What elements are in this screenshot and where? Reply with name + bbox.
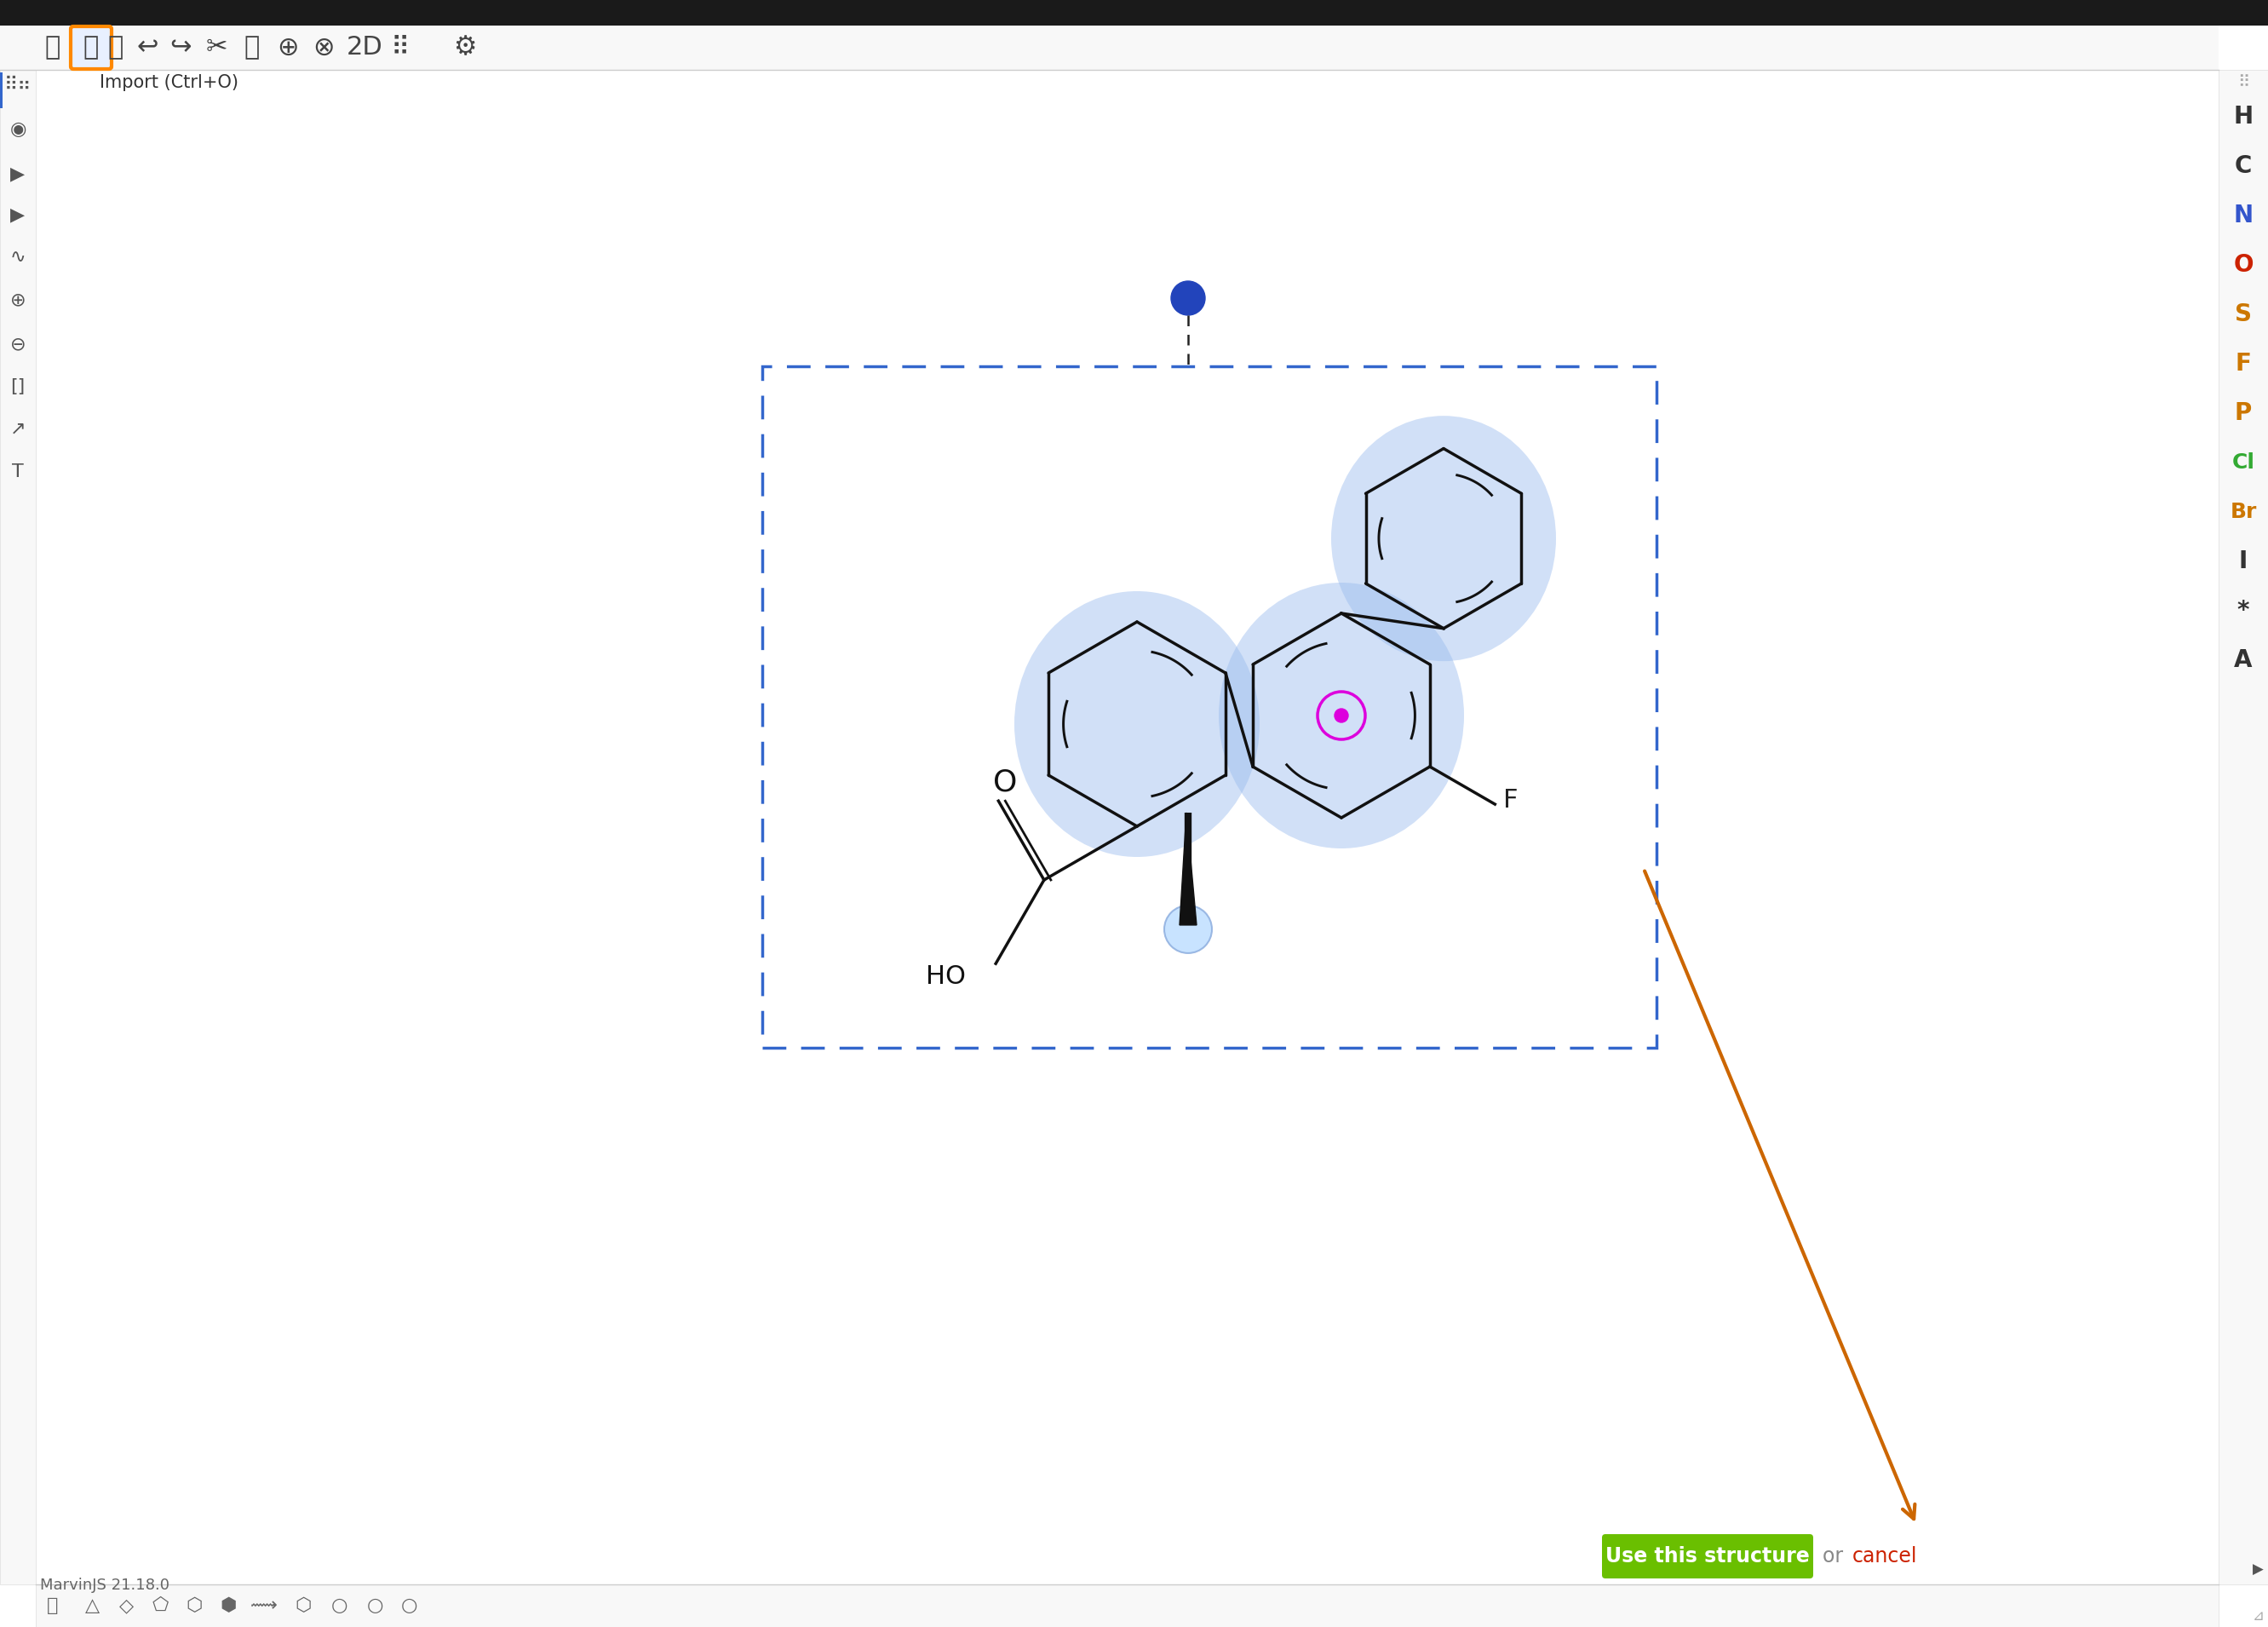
Text: O: O [993,768,1018,797]
Text: cancel: cancel [1853,1546,1916,1567]
Text: ▶: ▶ [2252,1562,2263,1578]
Text: N: N [2234,203,2252,228]
Text: ○: ○ [401,1598,417,1614]
Bar [36,1585,2218,1627]
Text: ⊖: ⊖ [9,335,25,353]
Text: Import (Ctrl+O): Import (Ctrl+O) [100,75,238,91]
Ellipse shape [1218,582,1465,848]
Text: ▶: ▶ [11,166,25,182]
Text: Br: Br [2229,501,2257,522]
Text: ✂: ✂ [206,36,227,60]
Bar [0,70,36,1585]
Text: HO: HO [925,965,966,989]
Text: ○: ○ [331,1598,347,1614]
Polygon shape [1179,812,1198,926]
Text: C: C [2234,155,2252,177]
Bar [762,366,1656,1048]
Text: Use this structure: Use this structure [1606,1546,1810,1567]
Bar [0,73,2,107]
Text: ⬢: ⬢ [220,1598,236,1614]
Text: S: S [2234,303,2252,327]
Text: ↪: ↪ [170,36,191,60]
Text: ⚙: ⚙ [454,36,476,60]
Text: 📂: 📂 [84,36,100,60]
Text: F: F [1504,787,1517,812]
Circle shape [1170,281,1204,316]
Text: 🗋: 🗋 [45,36,61,60]
FancyBboxPatch shape [70,26,111,68]
Text: *: * [2236,599,2250,623]
Text: ⬡: ⬡ [186,1598,202,1614]
Text: ◉: ◉ [9,120,27,138]
Text: ◇: ◇ [118,1598,134,1614]
Text: ○: ○ [367,1598,383,1614]
Text: ⧉: ⧉ [245,36,261,60]
Circle shape [1163,906,1211,953]
Text: H: H [2234,104,2252,129]
Text: ⊿: ⊿ [2252,1607,2263,1624]
Text: 💾: 💾 [109,36,122,60]
Text: ⬠: ⬠ [152,1598,168,1614]
Text: MarvinJS 21.18.0: MarvinJS 21.18.0 [41,1578,170,1593]
Bar [0,26,2218,70]
Text: ⊗: ⊗ [313,36,333,60]
Text: ⟿: ⟿ [249,1598,277,1614]
Text: ⊕: ⊕ [277,36,299,60]
Text: P: P [2234,402,2252,425]
FancyBboxPatch shape [1601,1534,1812,1578]
Text: 🖼: 🖼 [48,1598,59,1614]
Circle shape [1334,709,1347,722]
Text: or: or [1823,1546,1848,1567]
Bar [2218,70,2268,1585]
Text: ∿: ∿ [9,249,25,265]
Text: ⠿: ⠿ [2236,75,2250,91]
Bar [0,0,2268,26]
Ellipse shape [1331,417,1556,661]
Text: A: A [2234,648,2252,672]
Text: ⠿: ⠿ [390,36,411,60]
Text: Cl: Cl [2232,452,2254,473]
Text: ▶: ▶ [11,207,25,223]
Text: T: T [11,464,23,480]
Text: ⊕: ⊕ [9,291,25,309]
Text: F: F [2236,351,2252,376]
Text: []: [] [11,377,25,395]
Ellipse shape [1014,591,1259,857]
Text: ↩: ↩ [136,36,159,60]
Text: 2D: 2D [347,36,383,60]
Text: O: O [2234,252,2254,277]
Text: △: △ [84,1598,100,1614]
Text: ⠿⠶: ⠿⠶ [5,76,32,94]
Text: ↗: ↗ [9,421,25,438]
Text: ⬡: ⬡ [295,1598,311,1614]
Text: I: I [2239,550,2248,573]
